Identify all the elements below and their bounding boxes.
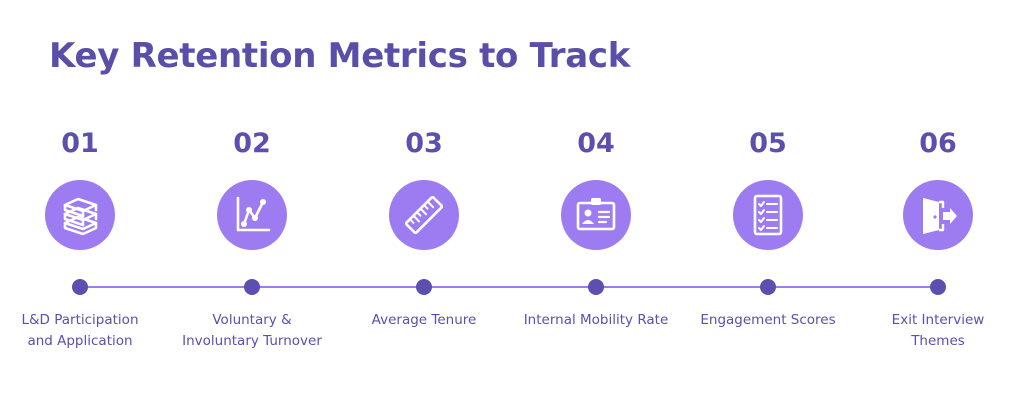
timeline-step-6: 06 Exit Interview Themes xyxy=(858,0,1018,410)
timeline-step-3: 03 Average Tenure xyxy=(344,0,504,410)
step-number: 05 xyxy=(749,128,787,159)
line-chart-icon xyxy=(236,196,271,232)
timeline-dot xyxy=(416,279,432,295)
step-icon-circle xyxy=(561,180,631,250)
step-label: Engagement Scores xyxy=(688,310,848,331)
timeline-step-2: 02 Voluntary & Involuntary Turnover xyxy=(172,0,332,410)
step-icon-circle xyxy=(45,180,115,250)
timeline-line xyxy=(80,286,940,288)
step-number: 01 xyxy=(61,128,99,159)
step-number: 06 xyxy=(919,128,957,159)
timeline-step-5: 05 Engagement Scores xyxy=(688,0,848,410)
step-label-line: Engagement Scores xyxy=(700,312,836,328)
step-label: Exit Interview Themes xyxy=(858,310,1018,352)
step-label-line: Exit Interview xyxy=(891,312,985,328)
timeline-dot xyxy=(930,279,946,295)
step-label-line: Involuntary Turnover xyxy=(182,333,322,349)
step-label: Voluntary & Involuntary Turnover xyxy=(172,310,332,352)
step-number: 04 xyxy=(577,128,615,159)
checklist-icon xyxy=(753,194,783,236)
timeline-dot xyxy=(72,279,88,295)
step-label-line: Themes xyxy=(911,333,965,349)
step-label-line: Voluntary & xyxy=(212,312,292,328)
timeline-dot xyxy=(588,279,604,295)
step-icon-circle xyxy=(217,180,287,250)
id-badge-icon xyxy=(576,198,616,231)
step-label-line: L&D Participation xyxy=(21,312,139,328)
step-number: 02 xyxy=(233,128,271,159)
step-label-line: Internal Mobility Rate xyxy=(523,312,669,328)
stacked-books-icon xyxy=(63,197,98,236)
timeline-dot xyxy=(244,279,260,295)
step-label: L&D Participation and Application xyxy=(0,310,160,352)
step-icon-circle xyxy=(733,180,803,250)
step-icon-circle xyxy=(903,180,973,250)
page-title: Key Retention Metrics to Track xyxy=(49,36,631,76)
step-label: Average Tenure xyxy=(344,310,504,331)
timeline-step-4: 04 Internal Mobility Rate xyxy=(516,0,676,410)
step-icon-circle xyxy=(389,180,459,250)
timeline-step-1: 01 L&D Participation and Application xyxy=(0,0,160,410)
step-label-line: and Application xyxy=(27,333,133,349)
ruler-icon xyxy=(404,195,444,235)
exit-door-icon xyxy=(923,198,957,234)
step-label: Internal Mobility Rate xyxy=(516,310,676,331)
step-label-line: Average Tenure xyxy=(371,312,477,328)
timeline-dot xyxy=(760,279,776,295)
step-number: 03 xyxy=(405,128,443,159)
